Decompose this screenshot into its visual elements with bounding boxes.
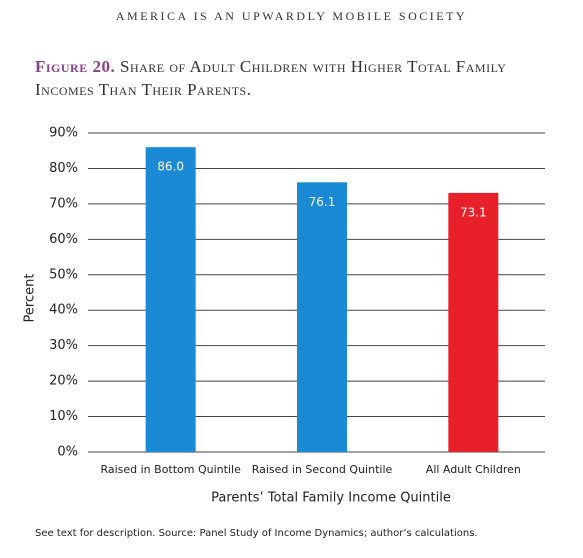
x-tick-label: Raised in Bottom Quintile — [100, 463, 241, 476]
footnote: See text for description. Source: Panel … — [35, 528, 478, 539]
y-tick-label: 50% — [49, 267, 78, 282]
y-tick-label: 60% — [49, 232, 78, 247]
y-tick-label: 90% — [49, 126, 78, 141]
y-axis-title: Percent — [23, 274, 38, 323]
figure-label: Figure 20. — [35, 57, 116, 76]
y-tick-label: 10% — [49, 409, 78, 424]
y-tick-label: 80% — [49, 161, 78, 176]
value-label: 73.1 — [460, 205, 487, 219]
chart-title: Share of Adult Children with Higher Tota… — [35, 57, 507, 99]
page-header: AMERICA IS AN UPWARDLY MOBILE SOCIETY — [115, 9, 468, 23]
value-label: 86.0 — [157, 160, 184, 174]
value-label: 76.1 — [309, 195, 336, 209]
x-axis-title: Parents’ Total Family Income Quintile — [211, 491, 451, 506]
bar — [145, 147, 196, 452]
y-tick-label: 0% — [57, 445, 78, 460]
y-tick-label: 20% — [49, 374, 78, 389]
y-tick-label: 40% — [49, 303, 78, 318]
y-tick-label: 70% — [49, 196, 78, 211]
bar — [448, 192, 499, 452]
x-tick-label: Raised in Second Quintile — [252, 463, 393, 476]
y-tick-label: 30% — [49, 338, 78, 353]
x-tick-label: All Adult Children — [426, 463, 521, 476]
chart-title-block: Figure 20. Share of Adult Children with … — [35, 55, 515, 101]
bar — [297, 182, 347, 453]
